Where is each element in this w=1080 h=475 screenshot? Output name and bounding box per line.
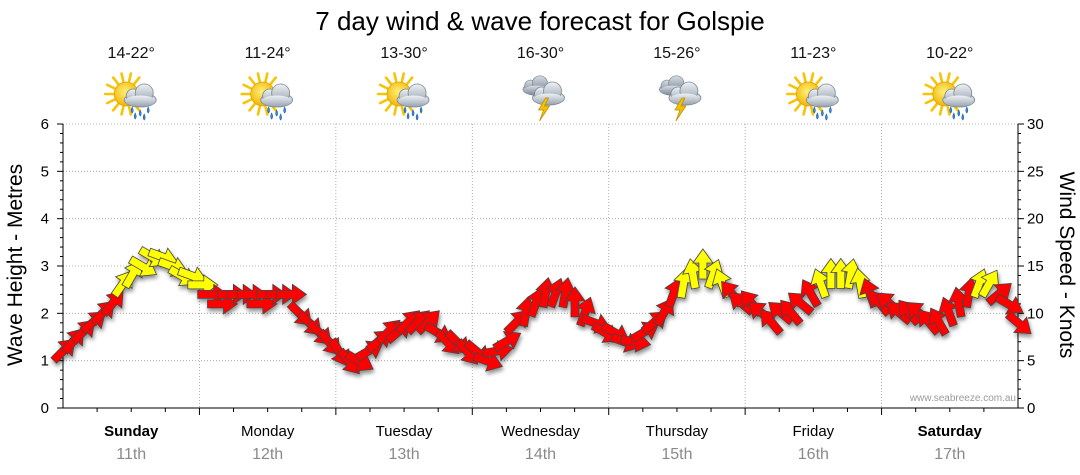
- storm-cloud-icon: [658, 75, 702, 122]
- wind-arrow: [564, 286, 586, 318]
- day-name-label: Wednesday: [501, 423, 580, 440]
- day-labels: Sunday 11th Monday 12th Tuesday 13th Wednesday…: [104, 423, 982, 463]
- temperature-label: 11-24°: [245, 45, 291, 62]
- axes: 0 1 2 3 4 5 6 0 5 10 15 20 25 30: [41, 116, 1044, 417]
- sun-cloud-rain-icon: [240, 72, 294, 121]
- day-name-label: Sunday: [104, 423, 159, 440]
- temperature-label: 14-22°: [108, 45, 155, 62]
- wind-arrow: [492, 331, 522, 353]
- wind-arrows: [50, 245, 1032, 375]
- y-tick-label: 5: [41, 163, 49, 180]
- sun-cloud-rain-icon: [103, 72, 157, 121]
- day-name-label: Tuesday: [376, 423, 433, 440]
- day-date-label: 14th: [525, 446, 556, 463]
- chart-title: 7 day wind & wave forecast for Golspie: [315, 6, 764, 36]
- wind-arrow: [787, 292, 815, 316]
- day-name-label: Saturday: [918, 423, 983, 440]
- day-date-label: 11th: [116, 446, 146, 463]
- y2-tick-label: 0: [1027, 400, 1035, 417]
- wind-arrow: [575, 296, 596, 328]
- wind-arrow: [692, 248, 714, 280]
- day-name-label: Friday: [793, 423, 835, 440]
- temperature-label: 16-30°: [517, 45, 564, 62]
- temperature-label: 11-23°: [790, 45, 836, 62]
- day-name-label: Thursday: [646, 423, 709, 440]
- day-date-label: 16th: [798, 446, 829, 463]
- grid-lines: [63, 123, 1018, 408]
- y-tick-label: 0: [41, 400, 49, 417]
- temperature-label: 13-30°: [380, 45, 427, 62]
- day-date-label: 12th: [252, 446, 283, 463]
- storm-cloud-icon: [522, 75, 565, 122]
- y-axis-title: Wave Height - Metres: [4, 164, 27, 366]
- y2-tick-label: 15: [1027, 258, 1044, 275]
- y2-tick-label: 10: [1027, 305, 1044, 322]
- y2-tick-label: 25: [1027, 163, 1044, 180]
- weather-row: 14-22° 11-24° 13-30° 16-30° 15-26° 11-23° 10-2…: [103, 45, 976, 122]
- y2-tick-label: 5: [1027, 353, 1035, 370]
- y2-tick-label: 20: [1027, 211, 1044, 228]
- temperature-label: 10-22°: [926, 45, 973, 62]
- y-tick-label: 4: [41, 211, 49, 228]
- y-tick-label: 3: [41, 258, 49, 275]
- y-tick-label: 2: [41, 305, 49, 322]
- y2-tick-label: 30: [1027, 116, 1044, 133]
- day-name-label: Monday: [241, 423, 295, 440]
- temperature-label: 15-26°: [653, 45, 700, 62]
- wind-arrow: [275, 283, 308, 306]
- y2-axis-title: Wind Speed - Knots: [1055, 172, 1078, 359]
- day-date-label: 17th: [934, 446, 965, 463]
- sun-cloud-rain-icon: [922, 72, 976, 121]
- sun-cloud-rain-icon: [376, 72, 430, 121]
- y-tick-label: 1: [41, 353, 49, 370]
- y-tick-label: 6: [41, 116, 49, 133]
- sun-cloud-rain-icon: [786, 72, 839, 121]
- watermark: www.seabreeze.com.au: [909, 393, 1016, 404]
- wind-arrow: [994, 293, 1024, 315]
- wind-arrow: [1004, 310, 1032, 335]
- day-date-label: 13th: [389, 446, 420, 463]
- day-date-label: 15th: [661, 446, 692, 463]
